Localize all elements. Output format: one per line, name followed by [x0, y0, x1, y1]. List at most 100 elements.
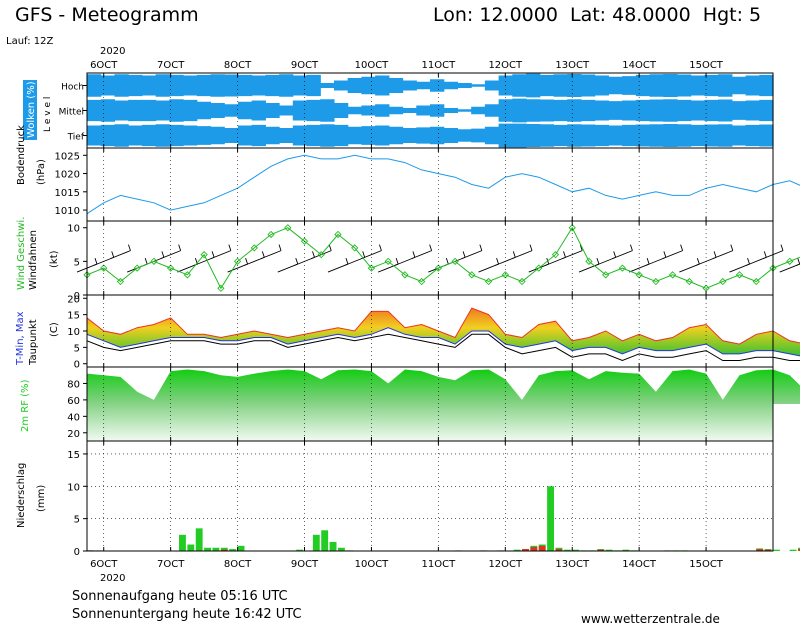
precip-bar — [296, 549, 304, 551]
panel-frame-2 — [86, 220, 774, 296]
wind-barb — [411, 250, 432, 260]
year-label-bottom: 2020 — [100, 573, 125, 584]
cloud-level-0: Hoch — [61, 83, 84, 93]
precip-bar — [622, 549, 630, 551]
cloud-cell — [279, 128, 294, 143]
precip-conv-bar — [530, 547, 538, 551]
date-label-bottom: 9OCT — [291, 559, 319, 570]
wind-barb — [327, 263, 349, 273]
wind-ylabel: Wind Geschwi. — [16, 217, 27, 290]
wind-speed-point — [317, 250, 325, 259]
cloud-cell — [594, 75, 609, 96]
precip-conv-bar — [597, 549, 605, 551]
precip-bar — [547, 486, 554, 551]
wind-speed-point — [200, 250, 208, 259]
cloud-cell — [128, 74, 143, 97]
wind-barb — [578, 263, 600, 273]
cloud-cell — [87, 74, 102, 97]
rh-tick-label: 20 — [67, 429, 80, 440]
date-label-top: 9OCT — [291, 60, 319, 71]
precip-bar — [187, 544, 195, 551]
website-link[interactable]: www.wetterzentrale.de — [581, 612, 720, 625]
cloud-cell — [539, 99, 555, 122]
temp-tick-label: 5 — [74, 343, 80, 354]
cloud-cell — [635, 74, 651, 97]
cloud-cell — [224, 128, 239, 143]
wind-speed-point — [100, 264, 108, 272]
cloud-cell — [580, 74, 596, 97]
cloud-cell — [279, 74, 294, 97]
cloud-cell — [375, 104, 390, 117]
wind-barb-flag — [529, 244, 533, 251]
cloud-cell — [430, 79, 445, 92]
precip-conv-bar — [756, 549, 764, 551]
wind-barb-flag — [312, 251, 315, 258]
precip-conv-bar — [220, 549, 228, 551]
date-label-top: 15OCT — [689, 60, 724, 71]
wind-barb — [628, 263, 650, 273]
precip-bar — [563, 549, 571, 551]
wind-barb — [244, 256, 265, 266]
cloud-level-2: Tief — [67, 133, 85, 143]
cloud-cell — [87, 125, 102, 146]
wind-speed-point — [585, 257, 593, 266]
wind-speed-point — [518, 277, 526, 286]
wind-barb — [110, 250, 131, 260]
wind-barb-flag — [696, 257, 700, 265]
wind-barb — [160, 250, 181, 260]
cloud-cell — [745, 75, 760, 96]
cloud-cell — [484, 80, 500, 91]
cloud-cell — [759, 99, 774, 122]
panel-frame-5 — [86, 440, 774, 552]
wind-barb-flag — [278, 244, 282, 251]
temp-ylabel: T-Min, Max — [15, 311, 26, 366]
wind-barb-flag — [747, 257, 750, 265]
pressure-line — [86, 154, 800, 215]
wind-speed-point — [334, 230, 342, 239]
cloud-cell — [210, 126, 225, 145]
cloud-cell — [333, 103, 349, 118]
wind-speed-point — [233, 257, 242, 266]
precip-bar — [179, 534, 186, 551]
cloud-cell — [87, 99, 102, 122]
cloud-cell — [704, 74, 719, 97]
cloud-cell — [649, 74, 664, 97]
year-label-top: 2020 — [100, 46, 125, 57]
wind-speed-point — [284, 224, 292, 232]
date-label-bottom: 8OCT — [224, 559, 252, 570]
wind-speed-point — [300, 237, 309, 245]
date-label-top: 8OCT — [224, 60, 252, 71]
cloud-cell — [141, 124, 157, 147]
pressure-tick-label: 1025 — [55, 151, 80, 162]
rh-area — [87, 369, 800, 441]
cloud-cell — [553, 74, 568, 97]
date-label-top: 14OCT — [622, 60, 657, 71]
cloud-cell — [690, 100, 705, 121]
precip-bar — [229, 549, 237, 551]
cloud-cell — [320, 124, 335, 147]
precip-unit: (mm) — [36, 485, 47, 512]
cloud-cell — [567, 124, 582, 147]
cloud-cell — [745, 100, 760, 121]
cloud-cell — [196, 74, 212, 97]
cloud-cell — [498, 75, 513, 96]
wind-speed-point — [401, 271, 409, 279]
wind-barb — [210, 250, 232, 260]
wind-barb — [729, 263, 750, 273]
wind-speed-point — [535, 264, 543, 272]
wind-barb-flag — [780, 244, 784, 251]
cloud-cell — [265, 74, 280, 97]
cloud-cell — [210, 74, 225, 97]
cloud-cell — [635, 99, 651, 122]
cloud-cell — [114, 74, 129, 97]
wind-barb-flag — [144, 257, 148, 265]
precip-bar — [212, 547, 220, 551]
cloud-cell — [333, 80, 349, 91]
cloud-cell — [443, 81, 459, 90]
cloud-cell — [306, 99, 321, 122]
cloud-cell — [292, 75, 308, 96]
cloud-cell — [580, 124, 596, 147]
cloud-cell — [731, 76, 747, 95]
cloud-cell — [553, 124, 568, 147]
cloud-cell — [128, 99, 143, 122]
